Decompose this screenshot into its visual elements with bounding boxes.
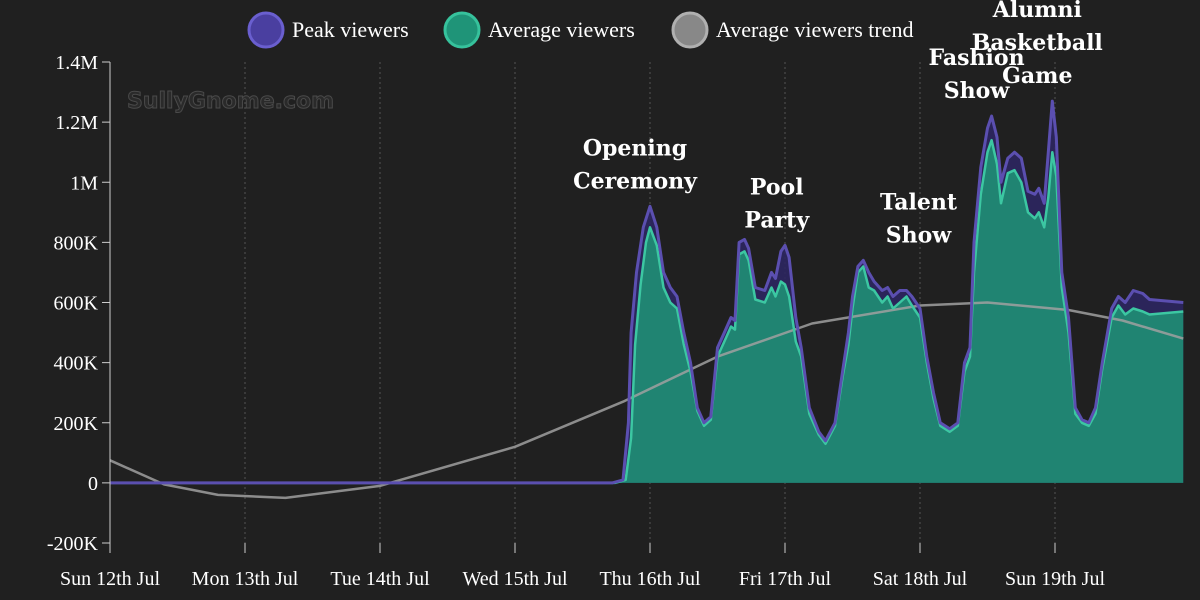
annotation-line: Ceremony (573, 168, 698, 194)
legend-item[interactable]: Peak viewers (247, 11, 409, 49)
legend-label: Peak viewers (292, 17, 409, 42)
series-layer (109, 99, 1184, 500)
legend-item[interactable]: Average viewers trend (671, 11, 914, 49)
annotation-line: Talent (880, 189, 958, 215)
annotation-line: Game (1002, 63, 1072, 89)
annotation-label: Opening Ceremony (573, 135, 698, 194)
average-viewers-area (110, 140, 1184, 483)
annotation-line: Opening (583, 135, 687, 161)
x-tick-label: Sat 18th Jul (873, 568, 968, 590)
y-tick-label: 0 (88, 473, 98, 495)
x-tick-label: Thu 16th Jul (599, 568, 701, 590)
y-tick-label: -200K (47, 533, 99, 555)
watermark: SullyGnome.com (127, 89, 334, 114)
y-tick-label: 600K (54, 293, 99, 315)
annotation-line: Party (744, 207, 810, 233)
annotation-label: Fashion Show (929, 45, 1025, 104)
annotation-label: Alumni Basketball Game (972, 0, 1103, 89)
y-tick-label: 1.4M (55, 52, 98, 74)
average-viewers-trend-line (109, 301, 1184, 500)
annotation-line: Fashion (929, 45, 1025, 71)
annotation-label: Pool Party (744, 174, 810, 233)
legend-item[interactable]: Average viewers (443, 11, 635, 49)
peak-viewers-line (110, 99, 1184, 485)
legend[interactable]: Peak viewers Average viewers Average viewe… (247, 11, 914, 49)
legend-marker-icon (443, 11, 481, 49)
y-tick-label: 1M (70, 172, 98, 194)
y-tick-label: 400K (54, 353, 99, 375)
legend-label: Average viewers (488, 17, 635, 42)
annotation-line: Alumni (992, 0, 1082, 23)
legend-marker-icon (247, 11, 285, 49)
x-tick-label: Fri 17th Jul (739, 568, 832, 590)
y-tick-label: 1.2M (55, 112, 98, 134)
annotation-line: Pool (750, 174, 804, 200)
annotation-line: Show (944, 78, 1011, 104)
x-tick-label: Sun 19th Jul (1005, 568, 1105, 590)
x-tick-label: Mon 13th Jul (192, 568, 299, 590)
legend-label: Average viewers trend (716, 17, 914, 42)
legend-marker-icon (671, 11, 709, 49)
annotation-label: Talent Show (880, 189, 958, 248)
x-tick-label: Wed 15th Jul (462, 568, 567, 590)
annotation-line: Basketball (972, 30, 1103, 56)
axes: 1.4M 1.2M 1M 800K 600K 400K 200K 0 -200K Sun 12th… (47, 52, 1106, 590)
x-tick-label: Sun 12th Jul (60, 568, 160, 590)
y-tick-label: 200K (54, 413, 99, 435)
y-tick-label: 800K (54, 232, 99, 254)
x-tick-label: Tue 14th Jul (330, 568, 430, 590)
annotation-line: Show (886, 222, 953, 248)
